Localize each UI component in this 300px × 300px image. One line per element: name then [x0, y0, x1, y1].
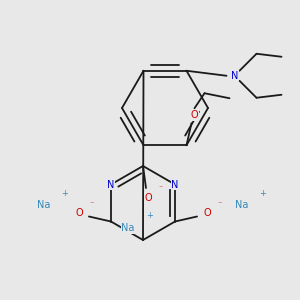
Text: N: N	[231, 71, 238, 81]
Text: +: +	[260, 189, 266, 198]
Text: O: O	[203, 208, 211, 218]
Text: O: O	[191, 110, 198, 120]
Text: O: O	[75, 208, 83, 218]
Text: ⁻: ⁻	[159, 184, 163, 193]
Text: +: +	[61, 189, 68, 198]
Text: ⁻: ⁻	[218, 199, 222, 208]
Text: Na: Na	[37, 200, 51, 211]
Text: Na: Na	[121, 223, 135, 233]
Text: O: O	[144, 193, 152, 203]
Text: N: N	[107, 179, 115, 190]
Text: +: +	[147, 212, 153, 220]
Text: Na: Na	[236, 200, 249, 211]
Text: N: N	[171, 179, 179, 190]
Text: ⁻: ⁻	[90, 199, 94, 208]
